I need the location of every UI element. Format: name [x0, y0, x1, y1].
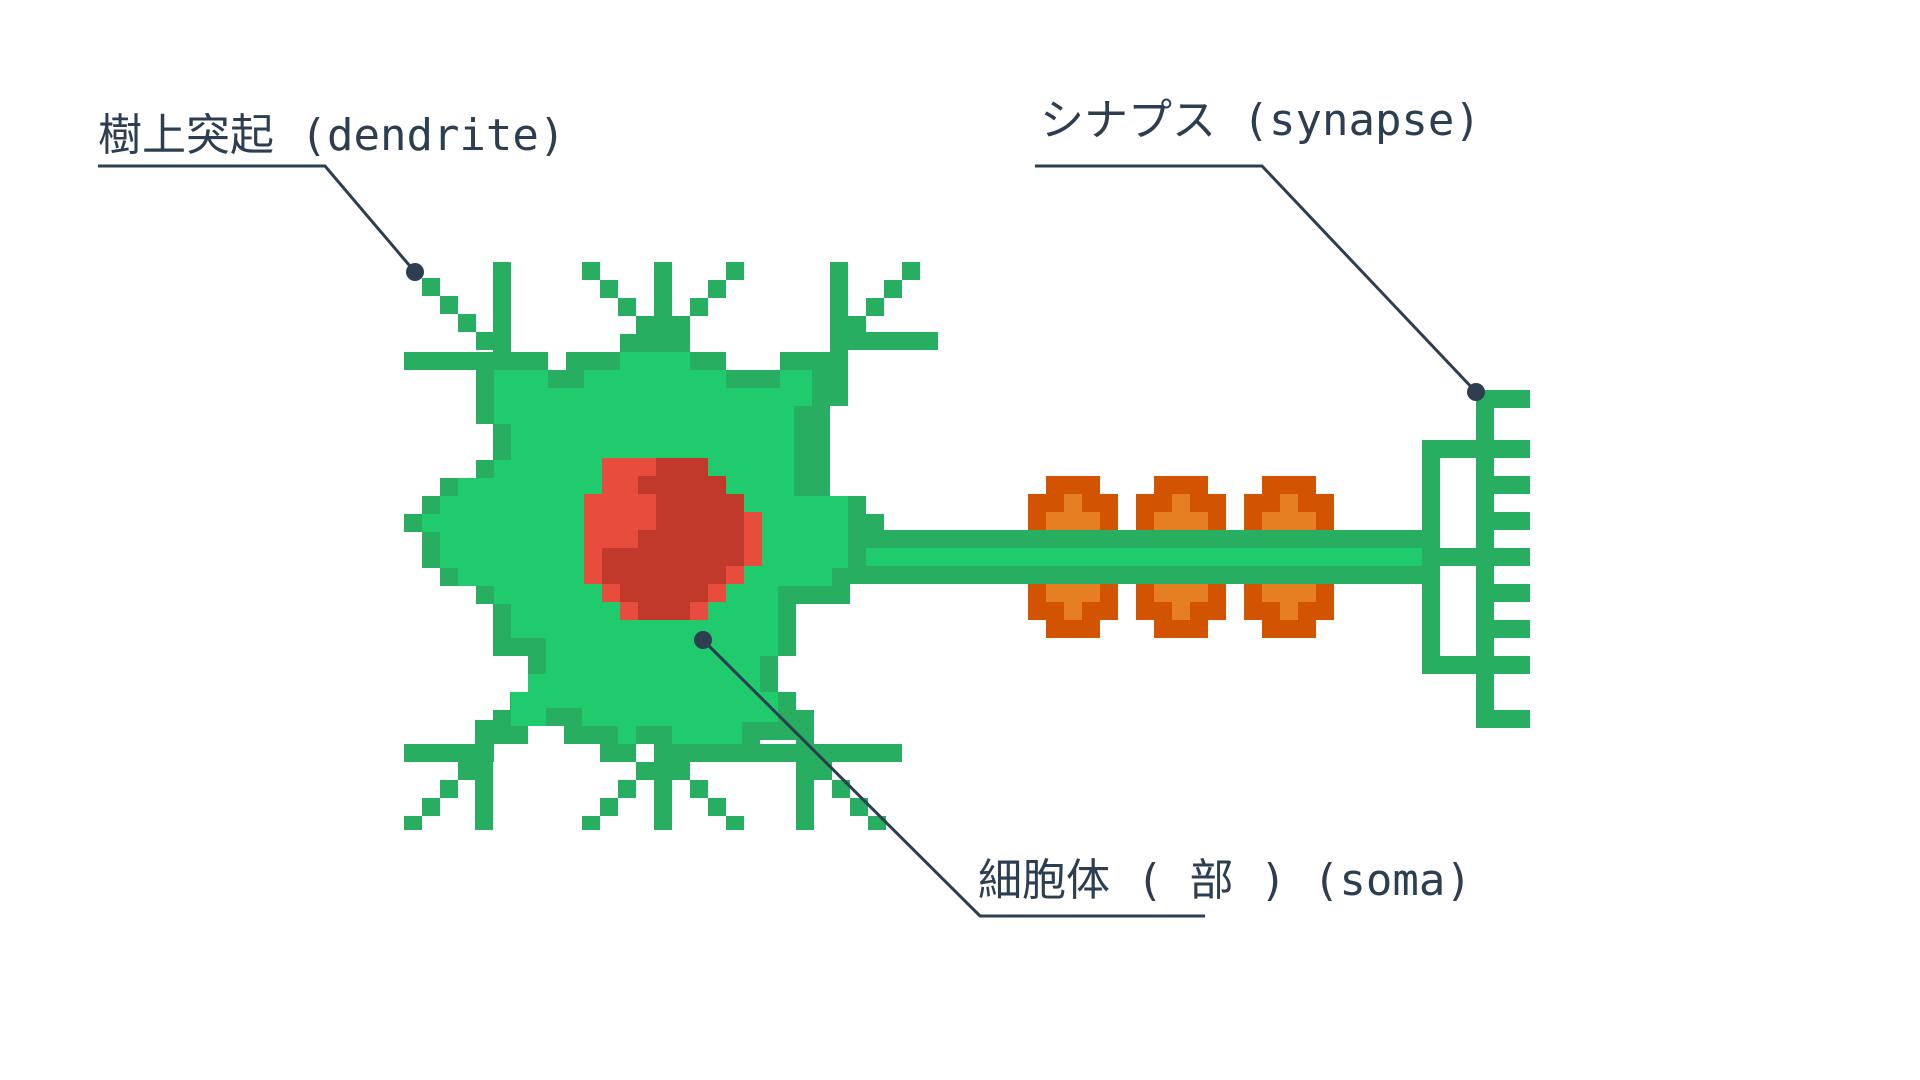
myelin-segment — [1028, 476, 1118, 638]
dendrite-leader-dot — [406, 263, 424, 281]
dendrite-label: 樹上突起 (dendrite) — [98, 110, 565, 161]
synapse-leader-line — [1035, 164, 1478, 394]
soma-leader-dot — [694, 631, 712, 649]
synapse-leader-dot — [1467, 383, 1485, 401]
leader-dots — [406, 263, 1485, 649]
dendrite-leader-line — [98, 164, 417, 273]
soma-leader-line — [701, 638, 1205, 918]
axon-terminal — [1422, 390, 1530, 728]
myelin-sheath — [1028, 476, 1334, 638]
soma-label: 細胞体 ( 部 ) (soma) — [978, 855, 1472, 906]
leader-lines — [98, 164, 1478, 918]
nucleus — [584, 458, 762, 620]
myelin-segment — [1244, 476, 1334, 638]
synapse-label: シナプス (synapse) — [1040, 95, 1481, 146]
myelin-segment — [1136, 476, 1226, 638]
